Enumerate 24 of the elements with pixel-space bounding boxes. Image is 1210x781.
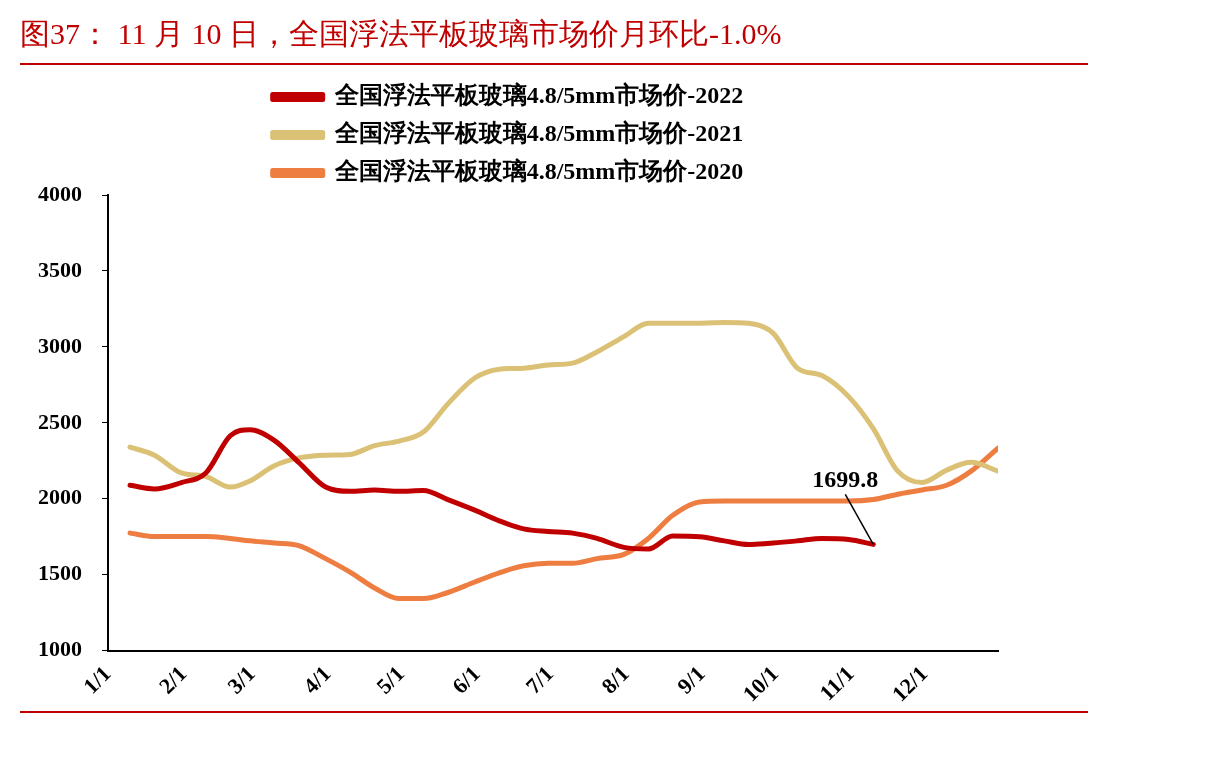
x-tick-label: 9/1	[672, 660, 710, 699]
x-tick-label: 8/1	[596, 660, 634, 699]
y-tick-label: 2500	[38, 408, 82, 434]
x-tick-label: 5/1	[371, 660, 409, 699]
x-tick-label: 12/1	[886, 660, 933, 707]
legend-label: 全国浮法平板玻璃4.8/5mm市场价-2021	[333, 120, 744, 147]
chart-title: 图37： 11 月 10 日，全国浮法平板玻璃市场价月环比-1.0%	[19, 16, 783, 52]
y-tick-label: 3500	[38, 256, 82, 282]
x-tick-label: 3/1	[222, 660, 260, 699]
x-tick-label: 2/1	[153, 660, 192, 699]
x-tick-label: 4/1	[298, 660, 336, 699]
legend-label: 全国浮法平板玻璃4.8/5mm市场价-2022	[333, 82, 744, 109]
y-tick-label: 3000	[38, 332, 82, 358]
x-tick-label: 10/1	[737, 660, 784, 707]
x-tick-label: 11/1	[814, 660, 859, 706]
y-tick-label: 1500	[38, 560, 82, 586]
y-tick-label: 2000	[38, 484, 82, 510]
y-tick-label: 1000	[38, 636, 82, 662]
x-tick-label: 6/1	[447, 660, 485, 699]
x-tick-label: 1/1	[77, 660, 116, 699]
x-tick-label: 7/1	[520, 660, 559, 699]
annotation: 1699.8	[812, 465, 879, 492]
legend-label: 全国浮法平板玻璃4.8/5mm市场价-2020	[333, 158, 744, 185]
y-tick-label: 4000	[38, 180, 82, 206]
